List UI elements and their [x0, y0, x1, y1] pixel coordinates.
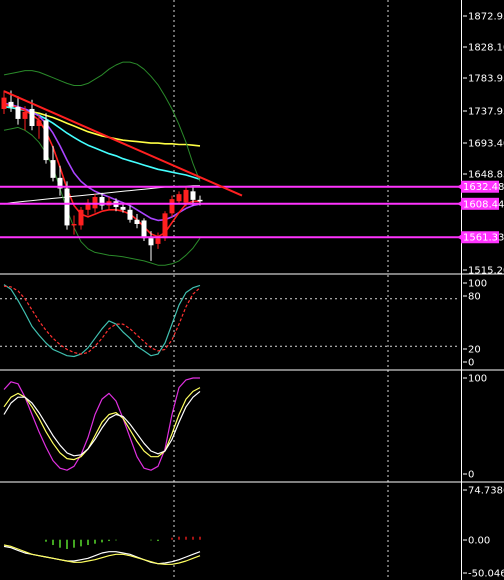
candle-body-down — [50, 160, 56, 178]
price-tick-label: 1737.95 — [468, 107, 504, 118]
candle-body-down — [8, 101, 14, 107]
candle-body-down — [190, 191, 196, 200]
price-series-line-1 — [3, 106, 201, 147]
oscillator-tick-label: 0 — [468, 470, 474, 481]
candle-body-down — [127, 209, 133, 220]
stochastic-series-line-2 — [3, 285, 201, 355]
candle-body-down — [57, 177, 63, 189]
stochastic-tick-label: 0 — [468, 358, 474, 369]
candle-body-up — [183, 189, 189, 203]
horizontal-line-label-bg — [461, 180, 499, 193]
price-panel — [0, 61, 460, 266]
candle-body-up — [155, 238, 161, 244]
histogram-series-line-2 — [3, 544, 201, 565]
stochastic-tick-label: 100 — [468, 279, 487, 290]
horizontal-line-label-bg — [461, 231, 499, 244]
candle-body-up — [22, 111, 28, 119]
oscillator-series-line-3 — [3, 390, 201, 457]
candle-body-down — [29, 108, 35, 127]
candle-body-down — [141, 220, 147, 239]
price-series-line-6 — [3, 61, 201, 182]
trendline — [3, 90, 243, 197]
price-tick-label: 1872.95 — [468, 12, 504, 23]
candle-body-up — [71, 223, 77, 226]
horizontal-line-label-arrow — [457, 200, 462, 207]
horizontal-line-label: 1608.44 — [463, 199, 504, 210]
candle-body-down — [64, 188, 70, 226]
grid-layer — [173, 0, 389, 580]
histogram-tick-label: 74.73863 — [468, 486, 504, 497]
histogram-panel — [3, 535, 201, 565]
price-tick-label: 1515.20 — [468, 266, 504, 277]
oscillator-tick-label: 100 — [468, 374, 487, 385]
stochastic-panel — [0, 284, 460, 358]
stochastic-tick-label: 80 — [468, 292, 481, 303]
candle-body-up — [78, 209, 84, 226]
stochastic-tick-label: 20 — [468, 345, 481, 356]
horizontal-line-label: 1632.48 — [463, 182, 504, 193]
horizontal-line-label-bg — [461, 197, 499, 210]
candle-body-up — [176, 194, 182, 202]
candle-body-down — [134, 219, 140, 224]
candle-body-up — [169, 199, 175, 214]
candle-body-up — [36, 120, 42, 127]
candle-body-down — [15, 106, 21, 119]
candle-body-down — [120, 206, 126, 210]
candle-body-down — [148, 238, 154, 246]
horizontal-line-label: 1561.33 — [463, 233, 504, 244]
histogram-tick-label: -50.0461 — [468, 569, 504, 580]
candle-body-up — [85, 202, 91, 210]
oscillator-series-line-2 — [3, 387, 201, 461]
price-series-line-7 — [3, 126, 201, 266]
candle-body-down — [197, 199, 203, 202]
horizontal-line-label-arrow — [457, 183, 462, 190]
oscillator-panel — [3, 377, 201, 471]
histogram-tick-label: 0.00 — [468, 536, 490, 547]
horizontal-line-label-arrow — [457, 234, 462, 241]
price-tick-label: 1783.95 — [468, 74, 504, 85]
candle-body-up — [162, 213, 168, 239]
price-tick-label: 1828.10 — [468, 43, 504, 54]
stochastic-series-line-1 — [3, 284, 201, 358]
price-tick-label: 1648.85 — [468, 170, 504, 181]
price-axis: 1872.95 1828.10 1783.95 1737.95 1693.40 1648.… — [457, 12, 504, 580]
candle-body-down — [43, 120, 49, 161]
oscillator-series-line-1 — [3, 377, 200, 471]
candle-body-up — [92, 197, 98, 209]
price-tick-label: 1693.40 — [468, 139, 504, 150]
candle-body-down — [99, 197, 105, 206]
candle-body-up — [1, 97, 7, 109]
